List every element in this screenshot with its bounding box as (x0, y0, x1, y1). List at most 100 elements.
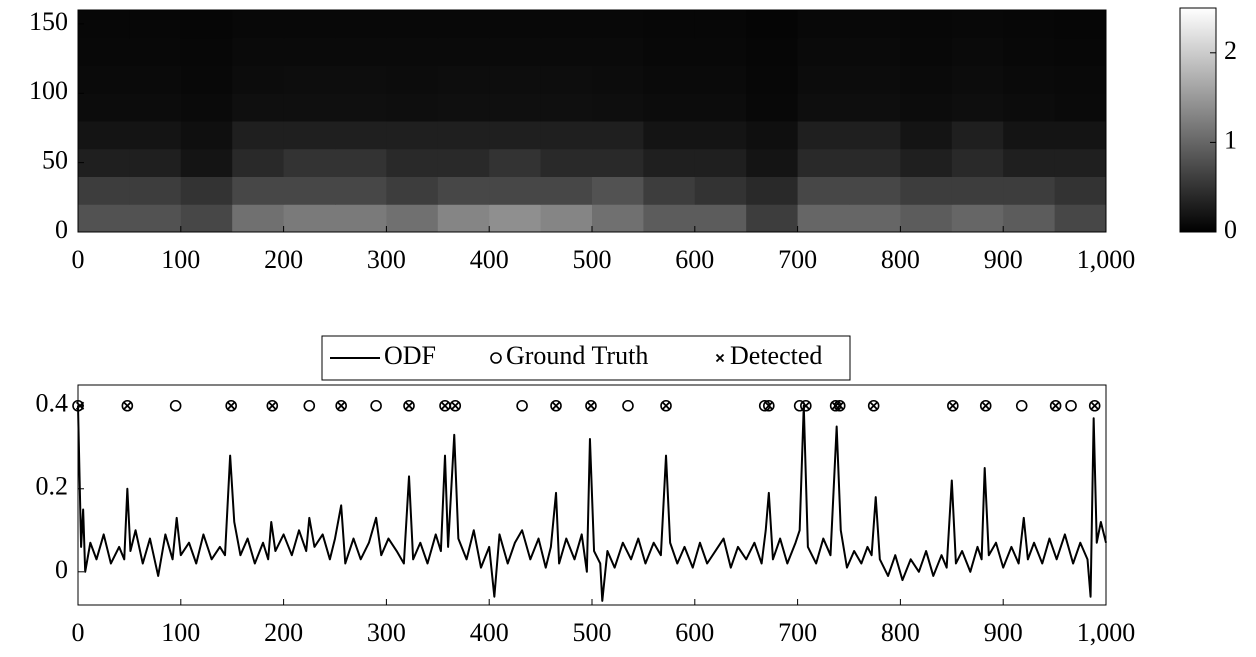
heatmap-cell (746, 37, 799, 66)
detected-marker (1051, 401, 1060, 410)
heatmap-cell (797, 37, 850, 66)
x-tick-label: 1,000 (1077, 245, 1136, 274)
heatmap-cell (232, 37, 285, 66)
heatmap-cell (849, 93, 901, 122)
ground-truth-marker (660, 399, 672, 412)
detected-marker (586, 401, 596, 410)
heatmap-cell (592, 37, 644, 66)
heatmap-cell (1054, 10, 1107, 39)
heatmap-cell (951, 204, 1004, 233)
heatmap-cell (129, 37, 182, 66)
x-tick-label: 400 (470, 618, 509, 647)
colorbar-tick-label: 0 (1224, 215, 1237, 244)
heatmap-cell (78, 148, 130, 177)
heatmap-cell (951, 65, 1004, 94)
legend-label: Detected (730, 341, 822, 370)
heatmap-cell (694, 10, 747, 39)
heatmap-cell (540, 176, 593, 205)
heatmap-cell (746, 93, 799, 122)
heatmap-cell (386, 148, 439, 177)
detected-marker (451, 401, 460, 410)
ground-truth-marker (763, 399, 775, 412)
heatmap-cell (335, 37, 387, 66)
legend-box (321, 335, 851, 381)
ground-truth-marker (1088, 399, 1101, 412)
heatmap-cell (1003, 65, 1056, 94)
heatmap-cell (129, 121, 182, 150)
heatmap-cell (643, 176, 696, 205)
heatmap-cell (1054, 65, 1107, 94)
heatmap-cell (232, 121, 285, 150)
colorbar-tick-label: 1 (1224, 125, 1237, 154)
ground-truth-marker (800, 399, 812, 412)
heatmap-cell (643, 93, 696, 122)
heatmap-cell (951, 148, 1004, 177)
y-tick-label: 100 (29, 76, 68, 105)
heatmap-cell (643, 204, 696, 233)
detected-marker (869, 401, 878, 410)
heatmap-cell (540, 65, 593, 94)
ground-truth-marker (403, 399, 415, 412)
y-tick-label: 50 (42, 146, 68, 175)
x-tick-label: 0 (72, 618, 85, 647)
heatmap-cell (1054, 148, 1107, 177)
heatmap-cell (180, 93, 233, 122)
y-tick-label: 0.2 (36, 472, 69, 501)
heatmap-cell (489, 176, 542, 205)
x-tick-label: 300 (367, 618, 406, 647)
heatmap-cell (540, 37, 593, 66)
heatmap-cell (437, 148, 490, 177)
heatmap-cell (746, 121, 799, 150)
heatmap-cell (386, 10, 439, 39)
ground-truth-marker (1065, 399, 1077, 412)
heatmap-cell (797, 121, 850, 150)
heatmap-cell (180, 10, 233, 39)
heatmap-cell (232, 93, 285, 122)
heatmap-cell (849, 204, 901, 233)
heatmap-cell (746, 65, 799, 94)
heatmap-cell (694, 176, 747, 205)
heatmap-cell (540, 93, 593, 122)
heatmap-cell (180, 121, 233, 150)
heatmap-cell (797, 176, 850, 205)
heatmap-cell (489, 65, 542, 94)
heatmap-cell (129, 93, 182, 122)
y-tick-label: 0 (55, 215, 68, 244)
heatmap-cell (437, 93, 490, 122)
heatmap-cell (592, 121, 644, 150)
heatmap-cell (1003, 148, 1056, 177)
heatmap-cell (849, 176, 901, 205)
heatmap-cell (283, 10, 336, 39)
heatmap-cell (1003, 10, 1056, 39)
heatmap-cell (1054, 121, 1107, 150)
heatmap-cell (797, 204, 850, 233)
heatmap-cell (694, 65, 747, 94)
heatmap-cell (489, 121, 542, 150)
detected-marker (801, 401, 810, 410)
heatmap-cell (180, 37, 233, 66)
heatmap-cell (900, 176, 953, 205)
ground-truth-marker (266, 399, 279, 412)
heatmap-cell (951, 121, 1004, 150)
x-tick-label: 800 (881, 618, 920, 647)
heatmap-cell (437, 176, 490, 205)
heatmap-cell (335, 148, 387, 177)
heatmap-cell (437, 37, 490, 66)
heatmap-cell (180, 176, 233, 205)
heatmap-cell (592, 10, 644, 39)
y-tick-label: 150 (29, 7, 68, 36)
heatmap-cell (335, 65, 387, 94)
heatmap-cell (1003, 204, 1056, 233)
x-tick-label: 1,000 (1077, 618, 1136, 647)
heatmap-cell (797, 65, 850, 94)
heatmap-cell (643, 10, 696, 39)
heatmap-cell (951, 176, 1004, 205)
detected-marker (661, 401, 671, 410)
heatmap-cell (78, 37, 130, 66)
heatmap-cell (746, 204, 799, 233)
heatmap-cell (386, 37, 439, 66)
heatmap-cell (489, 148, 542, 177)
ground-truth-marker (449, 399, 462, 412)
heatmap-cell (540, 148, 593, 177)
